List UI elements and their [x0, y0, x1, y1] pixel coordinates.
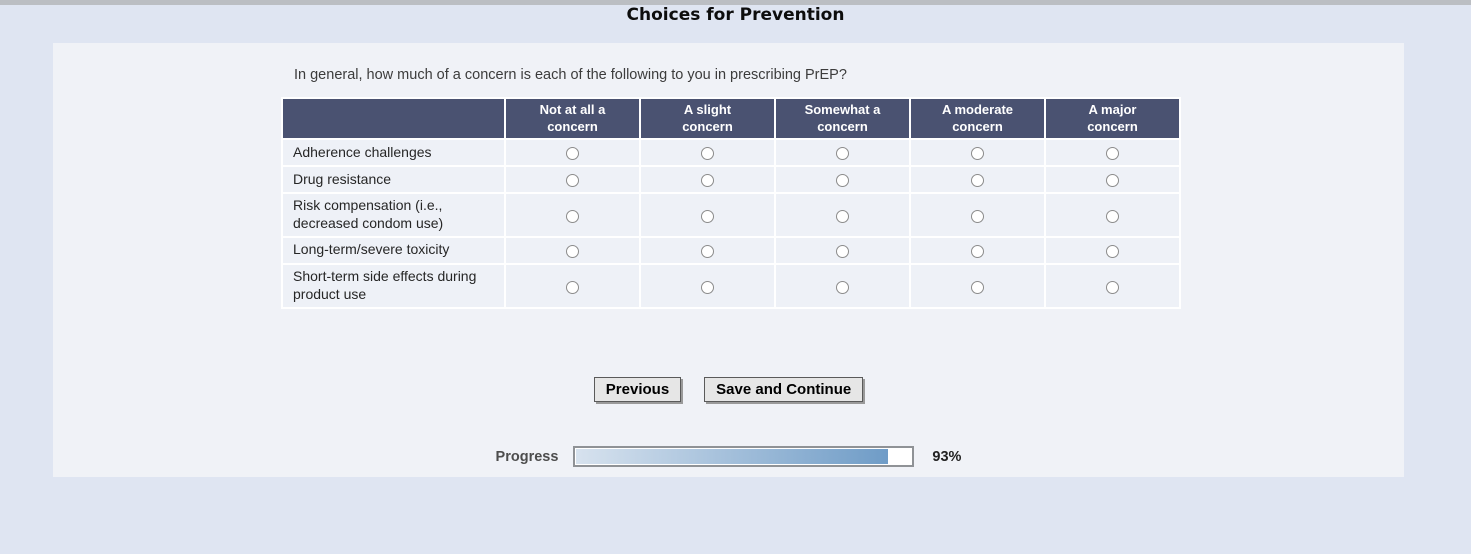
radio-cell — [504, 192, 641, 238]
radio-cell — [909, 235, 1046, 265]
progress-percent: 93% — [932, 448, 962, 465]
radio-cell — [1044, 138, 1181, 167]
radio-row4-col1[interactable] — [701, 280, 714, 294]
progress-row: Progress 93% — [53, 446, 1404, 467]
radio-cell — [774, 165, 911, 194]
table-row: Risk compensation (i.e., decreased condo… — [281, 192, 1181, 238]
radio-cell — [639, 192, 776, 238]
table-row: Drug resistance — [281, 165, 1181, 194]
row-label-risk-compensation: Risk compensation (i.e., decreased condo… — [281, 192, 506, 238]
radio-row3-col1[interactable] — [701, 245, 714, 259]
radio-cell — [909, 192, 1046, 238]
radio-row4-col2[interactable] — [836, 280, 849, 294]
radio-row0-col3[interactable] — [971, 147, 984, 161]
matrix-header-row: Not at all a concern A slight concern So… — [281, 97, 1181, 140]
top-bar — [0, 0, 1471, 5]
radio-row1-col3[interactable] — [971, 174, 984, 188]
column-header-not-at-all: Not at all a concern — [504, 97, 641, 140]
radio-row0-col2[interactable] — [836, 147, 849, 161]
row-label-drug-resistance: Drug resistance — [281, 165, 506, 194]
radio-cell — [774, 235, 911, 265]
radio-cell — [774, 138, 911, 167]
row-label-adherence: Adherence challenges — [281, 138, 506, 167]
column-header-major: A major concern — [1044, 97, 1181, 140]
column-header-somewhat: Somewhat a concern — [774, 97, 911, 140]
radio-row4-col4[interactable] — [1106, 280, 1119, 294]
save-and-continue-button[interactable]: Save and Continue — [704, 377, 864, 402]
radio-row4-col3[interactable] — [971, 280, 984, 294]
table-row: Short-term side effects during product u… — [281, 262, 1181, 309]
radio-cell — [639, 165, 776, 194]
radio-cell — [909, 165, 1046, 194]
progress-label: Progress — [495, 448, 559, 465]
radio-row2-col3[interactable] — [971, 209, 984, 223]
radio-row0-col0[interactable] — [566, 147, 579, 161]
radio-row4-col0[interactable] — [566, 280, 579, 294]
radio-row2-col0[interactable] — [566, 209, 579, 223]
progress-bar — [573, 446, 915, 467]
radio-row1-col0[interactable] — [566, 174, 579, 188]
radio-cell — [504, 262, 641, 309]
radio-cell — [1044, 262, 1181, 309]
concern-matrix-table: Not at all a concern A slight concern So… — [281, 97, 1181, 309]
radio-cell — [774, 192, 911, 238]
column-header-slight: A slight concern — [639, 97, 776, 140]
progress-fill — [576, 449, 888, 464]
radio-cell — [639, 138, 776, 167]
content-panel: In general, how much of a concern is eac… — [53, 43, 1404, 477]
radio-cell — [909, 262, 1046, 309]
radio-row0-col1[interactable] — [701, 147, 714, 161]
table-row: Long-term/severe toxicity — [281, 235, 1181, 265]
radio-row3-col3[interactable] — [971, 245, 984, 259]
row-label-toxicity: Long-term/severe toxicity — [281, 235, 506, 265]
previous-button[interactable]: Previous — [593, 377, 682, 402]
radio-row3-col0[interactable] — [566, 245, 579, 259]
radio-row1-col4[interactable] — [1106, 174, 1119, 188]
radio-row2-col4[interactable] — [1106, 209, 1119, 223]
radio-cell — [774, 262, 911, 309]
radio-row1-col2[interactable] — [836, 174, 849, 188]
column-header-moderate: A moderate concern — [909, 97, 1046, 140]
radio-row3-col4[interactable] — [1106, 245, 1119, 259]
radio-row1-col1[interactable] — [701, 174, 714, 188]
radio-cell — [639, 235, 776, 265]
question-text: In general, how much of a concern is eac… — [294, 67, 847, 83]
radio-cell — [504, 138, 641, 167]
radio-row0-col4[interactable] — [1106, 147, 1119, 161]
radio-cell — [1044, 165, 1181, 194]
radio-cell — [909, 138, 1046, 167]
radio-row2-col1[interactable] — [701, 209, 714, 223]
radio-cell — [639, 262, 776, 309]
radio-row3-col2[interactable] — [836, 245, 849, 259]
radio-cell — [1044, 192, 1181, 238]
matrix-corner-cell — [281, 97, 506, 140]
button-row: Previous Save and Continue — [53, 377, 1404, 402]
row-label-side-effects: Short-term side effects during product u… — [281, 262, 506, 309]
radio-cell — [504, 165, 641, 194]
radio-cell — [1044, 235, 1181, 265]
page-title: Choices for Prevention — [626, 5, 845, 25]
radio-cell — [504, 235, 641, 265]
table-row: Adherence challenges — [281, 138, 1181, 167]
radio-row2-col2[interactable] — [836, 209, 849, 223]
